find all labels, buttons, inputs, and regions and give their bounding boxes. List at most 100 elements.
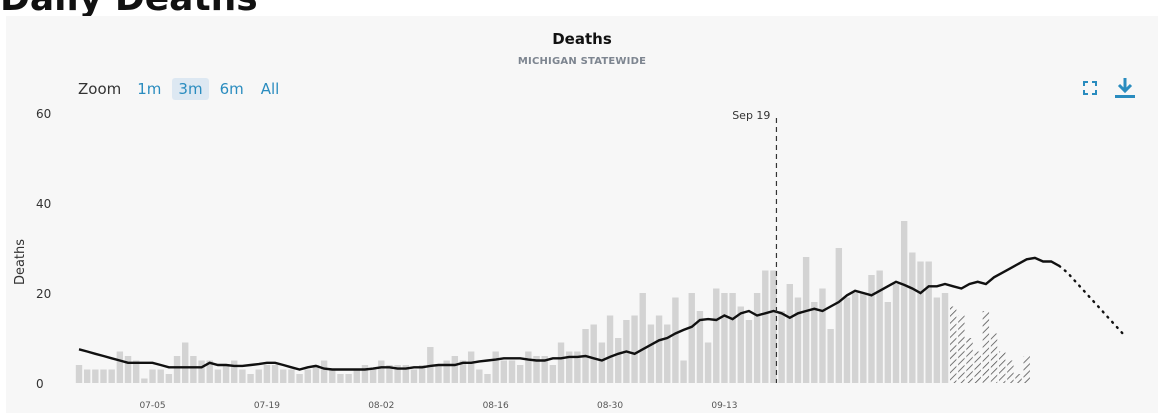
- bar: [680, 360, 687, 383]
- bar: [753, 293, 761, 383]
- bar: [231, 360, 238, 383]
- bar: [418, 365, 426, 383]
- bar: [786, 284, 793, 383]
- zoom-1m-button[interactable]: 1m: [137, 80, 162, 98]
- zoom-6m-button[interactable]: 6m: [219, 80, 244, 98]
- bar: [451, 356, 459, 383]
- average-line: [78, 256, 1060, 371]
- bar: [83, 369, 91, 383]
- bar: [337, 374, 344, 383]
- bar: [239, 369, 246, 383]
- chart-subtitle: MICHIGAN STATEWIDE: [517, 56, 647, 67]
- bar: [892, 284, 900, 383]
- bar: [165, 374, 173, 383]
- bar: [508, 360, 516, 383]
- bar: [549, 365, 557, 383]
- bar: [378, 360, 385, 383]
- bar: [190, 356, 197, 383]
- bar: [574, 351, 581, 383]
- projection-bar: [1007, 360, 1014, 383]
- bar: [467, 351, 475, 383]
- bar: [312, 365, 320, 383]
- bar: [868, 275, 875, 383]
- bar: [721, 293, 728, 383]
- projection-bar: [974, 351, 981, 383]
- bar: [132, 360, 140, 383]
- bar: [900, 221, 908, 383]
- bar: [410, 369, 418, 383]
- bar: [263, 365, 271, 383]
- bar: [533, 356, 540, 383]
- zoom-all-button[interactable]: All: [260, 80, 280, 98]
- bar: [296, 374, 303, 383]
- bar: [492, 351, 499, 383]
- zoom-3m-button[interactable]: 3m: [172, 78, 209, 100]
- x-axis-ticks: 07-05 07-19 08-02 08-16 08-30 09-13: [139, 401, 737, 411]
- bar: [672, 297, 679, 383]
- x-tick-label: 08-30: [597, 401, 623, 411]
- bar: [116, 351, 124, 383]
- y-tick-label: 0: [36, 377, 44, 391]
- bar: [566, 351, 573, 383]
- projection-bar-series: [949, 306, 1030, 383]
- bar: [222, 365, 230, 383]
- bar: [320, 360, 328, 383]
- bar: [361, 365, 369, 383]
- x-tick-label: 09-13: [711, 401, 737, 411]
- bar: [435, 365, 442, 383]
- y-axis-ticks: 0 20 40 60: [36, 107, 51, 391]
- x-tick-label: 07-05: [139, 401, 165, 411]
- x-tick-label: 08-16: [483, 401, 509, 411]
- bar: [525, 351, 532, 383]
- bar: [394, 365, 401, 383]
- bar: [329, 369, 336, 383]
- bar: [598, 342, 606, 383]
- projection-bar: [990, 333, 998, 383]
- fullscreen-icon[interactable]: [1082, 80, 1098, 96]
- zoom-controls: Zoom 1m 3m 6m All: [78, 78, 290, 100]
- bar: [182, 342, 189, 383]
- bar: [729, 293, 736, 383]
- bar: [917, 261, 924, 383]
- bar: [811, 302, 818, 383]
- projection-bar: [949, 306, 957, 383]
- bar: [369, 369, 377, 383]
- bar: [516, 365, 524, 383]
- bar: [557, 342, 565, 383]
- projection-bar: [999, 351, 1006, 383]
- bar: [198, 360, 205, 383]
- projection-bar: [958, 315, 965, 383]
- x-tick-label: 08-02: [368, 401, 394, 411]
- download-icon[interactable]: [1113, 77, 1137, 99]
- bar: [909, 252, 916, 383]
- bar: [353, 369, 360, 383]
- y-axis-label: Deaths: [13, 239, 28, 285]
- bar: [500, 360, 508, 383]
- bar: [713, 288, 720, 383]
- projection-bar: [1015, 374, 1022, 383]
- zoom-label: Zoom: [78, 80, 122, 98]
- bar: [835, 248, 843, 383]
- y-tick-label: 60: [36, 107, 51, 121]
- bar: [476, 369, 483, 383]
- bar: [688, 293, 695, 383]
- bar: [214, 369, 222, 383]
- bar: [255, 369, 262, 383]
- bar: [402, 365, 409, 383]
- bar: [590, 324, 597, 383]
- bar: [696, 311, 704, 383]
- bar: [737, 306, 744, 383]
- bar: [819, 288, 826, 383]
- bar: [345, 374, 352, 383]
- bar: [92, 369, 99, 383]
- bar: [933, 297, 941, 383]
- bar: [827, 329, 834, 383]
- bar: [304, 369, 311, 383]
- bar: [157, 369, 164, 383]
- bar: [173, 356, 181, 383]
- bar: [884, 302, 892, 383]
- projection-bar: [966, 338, 973, 383]
- bar: [459, 360, 467, 383]
- projection-bar: [982, 311, 990, 383]
